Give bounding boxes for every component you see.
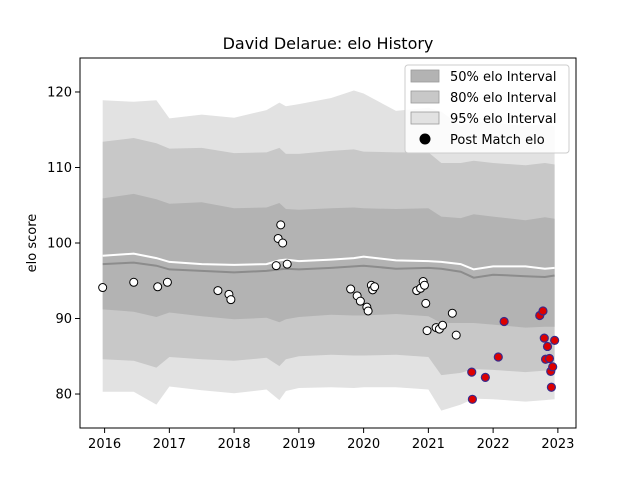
data-point: [419, 280, 429, 290]
data-point: [421, 298, 431, 308]
data-point: [447, 308, 457, 318]
legend-frame: [404, 64, 570, 154]
data-point: [98, 283, 108, 293]
y-axis-label: elo score: [25, 214, 40, 273]
x-tick-label: 2022: [477, 437, 510, 452]
data-point-recent: [467, 394, 477, 404]
data-point: [278, 238, 288, 248]
legend-swatch: [410, 90, 440, 104]
data-point-recent: [538, 306, 548, 316]
x-tick-label: 2023: [541, 437, 574, 452]
data-point-recent: [539, 333, 549, 343]
y-tick-label: 80: [55, 388, 72, 403]
data-point-recent: [493, 352, 503, 362]
data-point: [363, 306, 373, 316]
y-tick-label: 110: [47, 161, 72, 176]
y-tick-label: 100: [47, 237, 72, 252]
data-point-recent: [544, 353, 555, 364]
data-point: [422, 326, 432, 336]
data-point: [346, 284, 356, 294]
legend: 50% elo Interval 80% elo Interval 95% elo …: [404, 64, 570, 154]
legend-label: 80% elo Interval: [450, 91, 557, 106]
x-tick-label: 2019: [282, 437, 315, 452]
x-tick-label: 2021: [412, 437, 445, 452]
x-tick-label: 2018: [218, 437, 251, 452]
data-point: [355, 296, 365, 306]
x-axis: 2016 2017 2018 2019 2020 2021 2022 2023: [88, 428, 574, 452]
data-point-recent: [499, 316, 509, 327]
legend-label: Post Match elo: [450, 133, 545, 148]
data-point: [271, 261, 281, 271]
data-point-recent: [467, 367, 477, 377]
legend-marker: [419, 133, 431, 145]
legend-swatch: [410, 69, 440, 83]
data-point: [162, 277, 172, 287]
data-point: [129, 277, 139, 287]
data-point-recent: [548, 362, 558, 372]
y-tick-label: 90: [55, 312, 72, 327]
data-point: [438, 320, 448, 330]
data-point-recent: [546, 382, 556, 392]
data-point-recent: [550, 335, 560, 346]
plot-area: [98, 90, 560, 411]
data-point-recent: [542, 341, 553, 352]
data-point: [282, 259, 292, 269]
legend-label: 95% elo Interval: [450, 112, 557, 127]
median-line: [102, 261, 555, 279]
legend-label: 50% elo Interval: [450, 70, 557, 85]
data-point: [213, 286, 223, 296]
data-point: [451, 330, 461, 340]
legend-items: 50% elo Interval 80% elo Interval 95% elo …: [410, 69, 557, 148]
x-tick-label: 2016: [88, 437, 121, 452]
post-match-points: [98, 220, 560, 404]
mean-line: [102, 252, 555, 271]
data-point: [153, 282, 163, 292]
data-point: [226, 295, 236, 305]
y-axis: 80 90 100 110 120: [47, 85, 80, 403]
x-tick-label: 2017: [153, 437, 186, 452]
data-point-recent: [480, 372, 490, 383]
data-point: [276, 220, 286, 230]
y-tick-label: 120: [47, 85, 72, 100]
center-lines: [102, 252, 555, 279]
x-tick-label: 2020: [347, 437, 380, 452]
data-point: [370, 282, 380, 292]
legend-swatch: [410, 111, 440, 125]
chart-title: David Delarue: elo History: [223, 34, 434, 53]
